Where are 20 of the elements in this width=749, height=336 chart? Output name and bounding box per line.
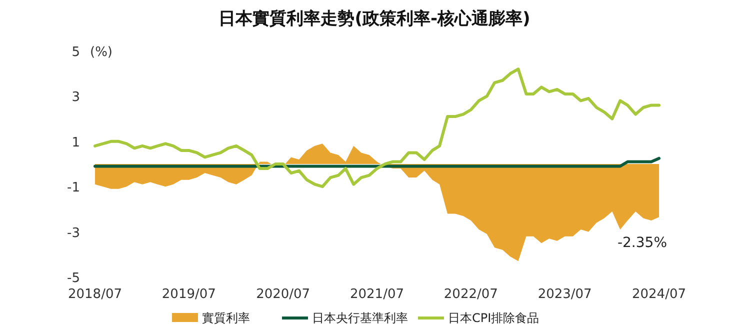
annotation: -2.35%	[617, 235, 667, 252]
x-tick-label: 2019/07	[162, 287, 216, 302]
y-tick-label: -3	[67, 226, 80, 241]
y-tick-label: -1	[67, 180, 80, 196]
x-tick-label: 2020/07	[256, 287, 310, 302]
y-tick-label: -5	[67, 271, 80, 286]
x-tick-label: 2022/07	[444, 287, 498, 302]
x-tick-label: 2023/07	[538, 287, 592, 302]
y-axis-title: (%)	[90, 45, 112, 60]
x-tick-label: 2021/07	[350, 287, 404, 302]
y-tick-label: 3	[72, 90, 80, 106]
y-tick-label: 5	[72, 45, 80, 60]
legend-label: 實質利率	[202, 311, 250, 325]
line-series	[94, 68, 660, 188]
legend-label: 日本CPI排除食品	[448, 311, 540, 325]
y-tick-label: 1	[72, 135, 80, 150]
legend-label: 日本央行基準利率	[312, 311, 408, 325]
x-tick-label: 2018/07	[68, 287, 122, 302]
chart-title: 日本實質利率走勢(政策利率-核心通膨率)	[218, 9, 530, 29]
x-tick-label: 2024/07	[632, 287, 686, 302]
